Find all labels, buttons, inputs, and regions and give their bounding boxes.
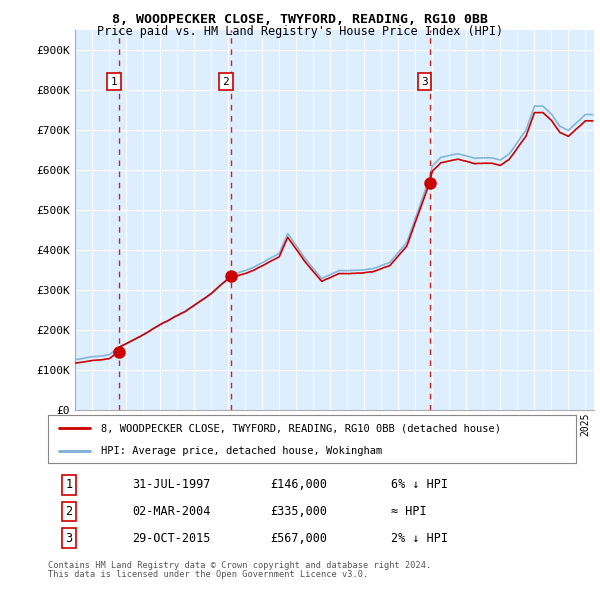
- Text: 8, WOODPECKER CLOSE, TWYFORD, READING, RG10 0BB: 8, WOODPECKER CLOSE, TWYFORD, READING, R…: [112, 13, 488, 26]
- Text: This data is licensed under the Open Government Licence v3.0.: This data is licensed under the Open Gov…: [48, 570, 368, 579]
- Text: 3: 3: [65, 532, 73, 545]
- Text: 29-OCT-2015: 29-OCT-2015: [133, 532, 211, 545]
- Text: 1: 1: [65, 478, 73, 491]
- Text: 2: 2: [223, 77, 229, 87]
- Text: 02-MAR-2004: 02-MAR-2004: [133, 505, 211, 518]
- Text: Price paid vs. HM Land Registry's House Price Index (HPI): Price paid vs. HM Land Registry's House …: [97, 25, 503, 38]
- Text: 8, WOODPECKER CLOSE, TWYFORD, READING, RG10 0BB (detached house): 8, WOODPECKER CLOSE, TWYFORD, READING, R…: [101, 423, 501, 433]
- Text: £567,000: £567,000: [270, 532, 327, 545]
- Text: 3: 3: [421, 77, 428, 87]
- Text: £146,000: £146,000: [270, 478, 327, 491]
- Text: 1: 1: [110, 77, 117, 87]
- Text: ≈ HPI: ≈ HPI: [391, 505, 427, 518]
- Text: 6% ↓ HPI: 6% ↓ HPI: [391, 478, 448, 491]
- Text: 31-JUL-1997: 31-JUL-1997: [133, 478, 211, 491]
- Text: £335,000: £335,000: [270, 505, 327, 518]
- Text: 2: 2: [65, 505, 73, 518]
- Text: Contains HM Land Registry data © Crown copyright and database right 2024.: Contains HM Land Registry data © Crown c…: [48, 560, 431, 569]
- Text: 2% ↓ HPI: 2% ↓ HPI: [391, 532, 448, 545]
- Text: HPI: Average price, detached house, Wokingham: HPI: Average price, detached house, Woki…: [101, 445, 382, 455]
